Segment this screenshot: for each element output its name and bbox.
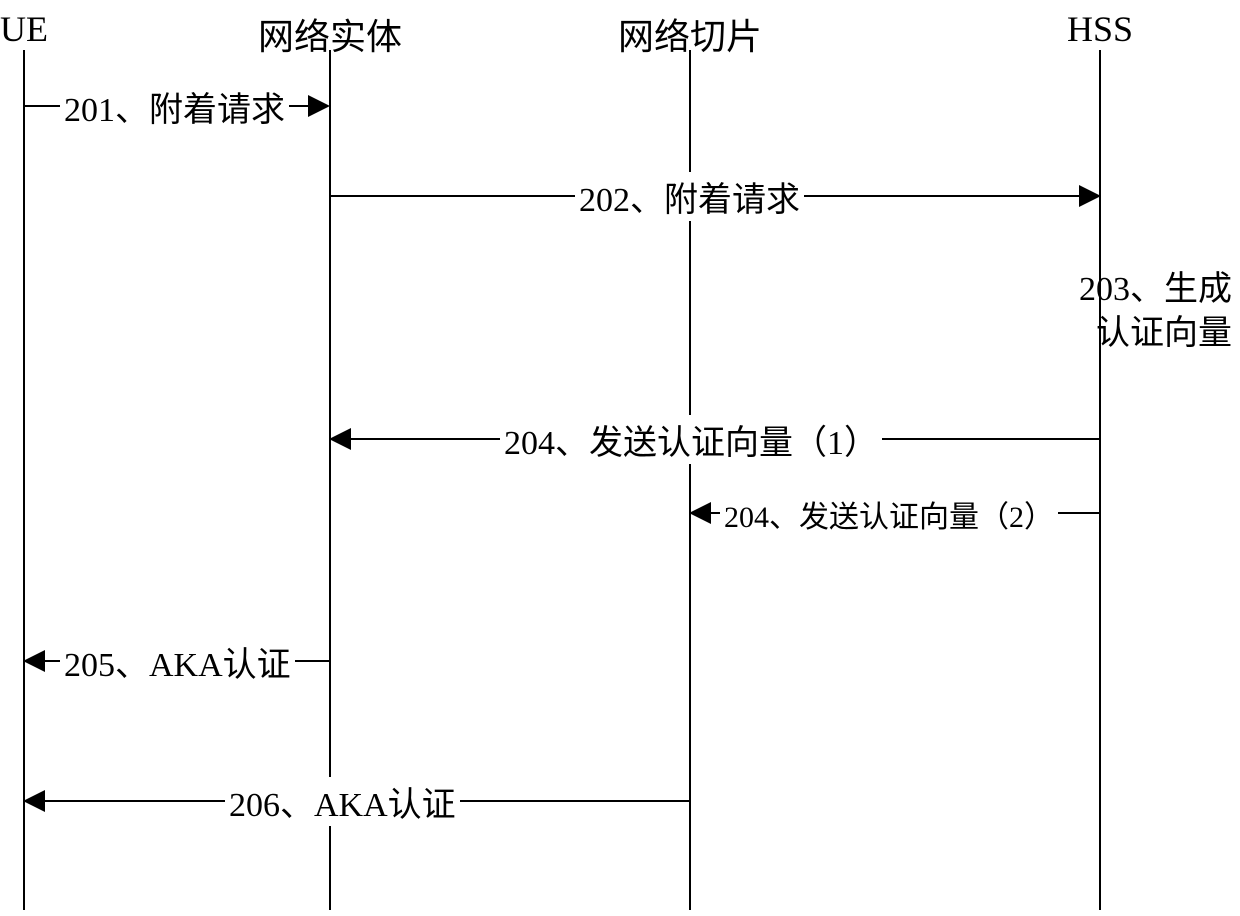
note-203-line1: 203、生成 bbox=[1079, 271, 1232, 308]
participant-hss: HSS bbox=[1067, 8, 1133, 50]
message-201-label: 201、附着请求 bbox=[60, 82, 289, 131]
lifeline-ue bbox=[23, 50, 25, 910]
note-203: 203、生成 认证向量 bbox=[1079, 268, 1232, 356]
participant-ue: UE bbox=[0, 8, 48, 50]
message-202-label: 202、附着请求 bbox=[575, 172, 804, 221]
note-203-line2: 认证向量 bbox=[1096, 315, 1232, 352]
message-205-label: 205、AKA认证 bbox=[60, 637, 295, 686]
lifeline-hss bbox=[1099, 50, 1101, 910]
message-206-label: 206、AKA认证 bbox=[225, 777, 460, 826]
message-204a-label: 204、发送认证向量（1） bbox=[500, 415, 882, 464]
message-204b-label: 204、发送认证向量（2） bbox=[720, 492, 1058, 536]
